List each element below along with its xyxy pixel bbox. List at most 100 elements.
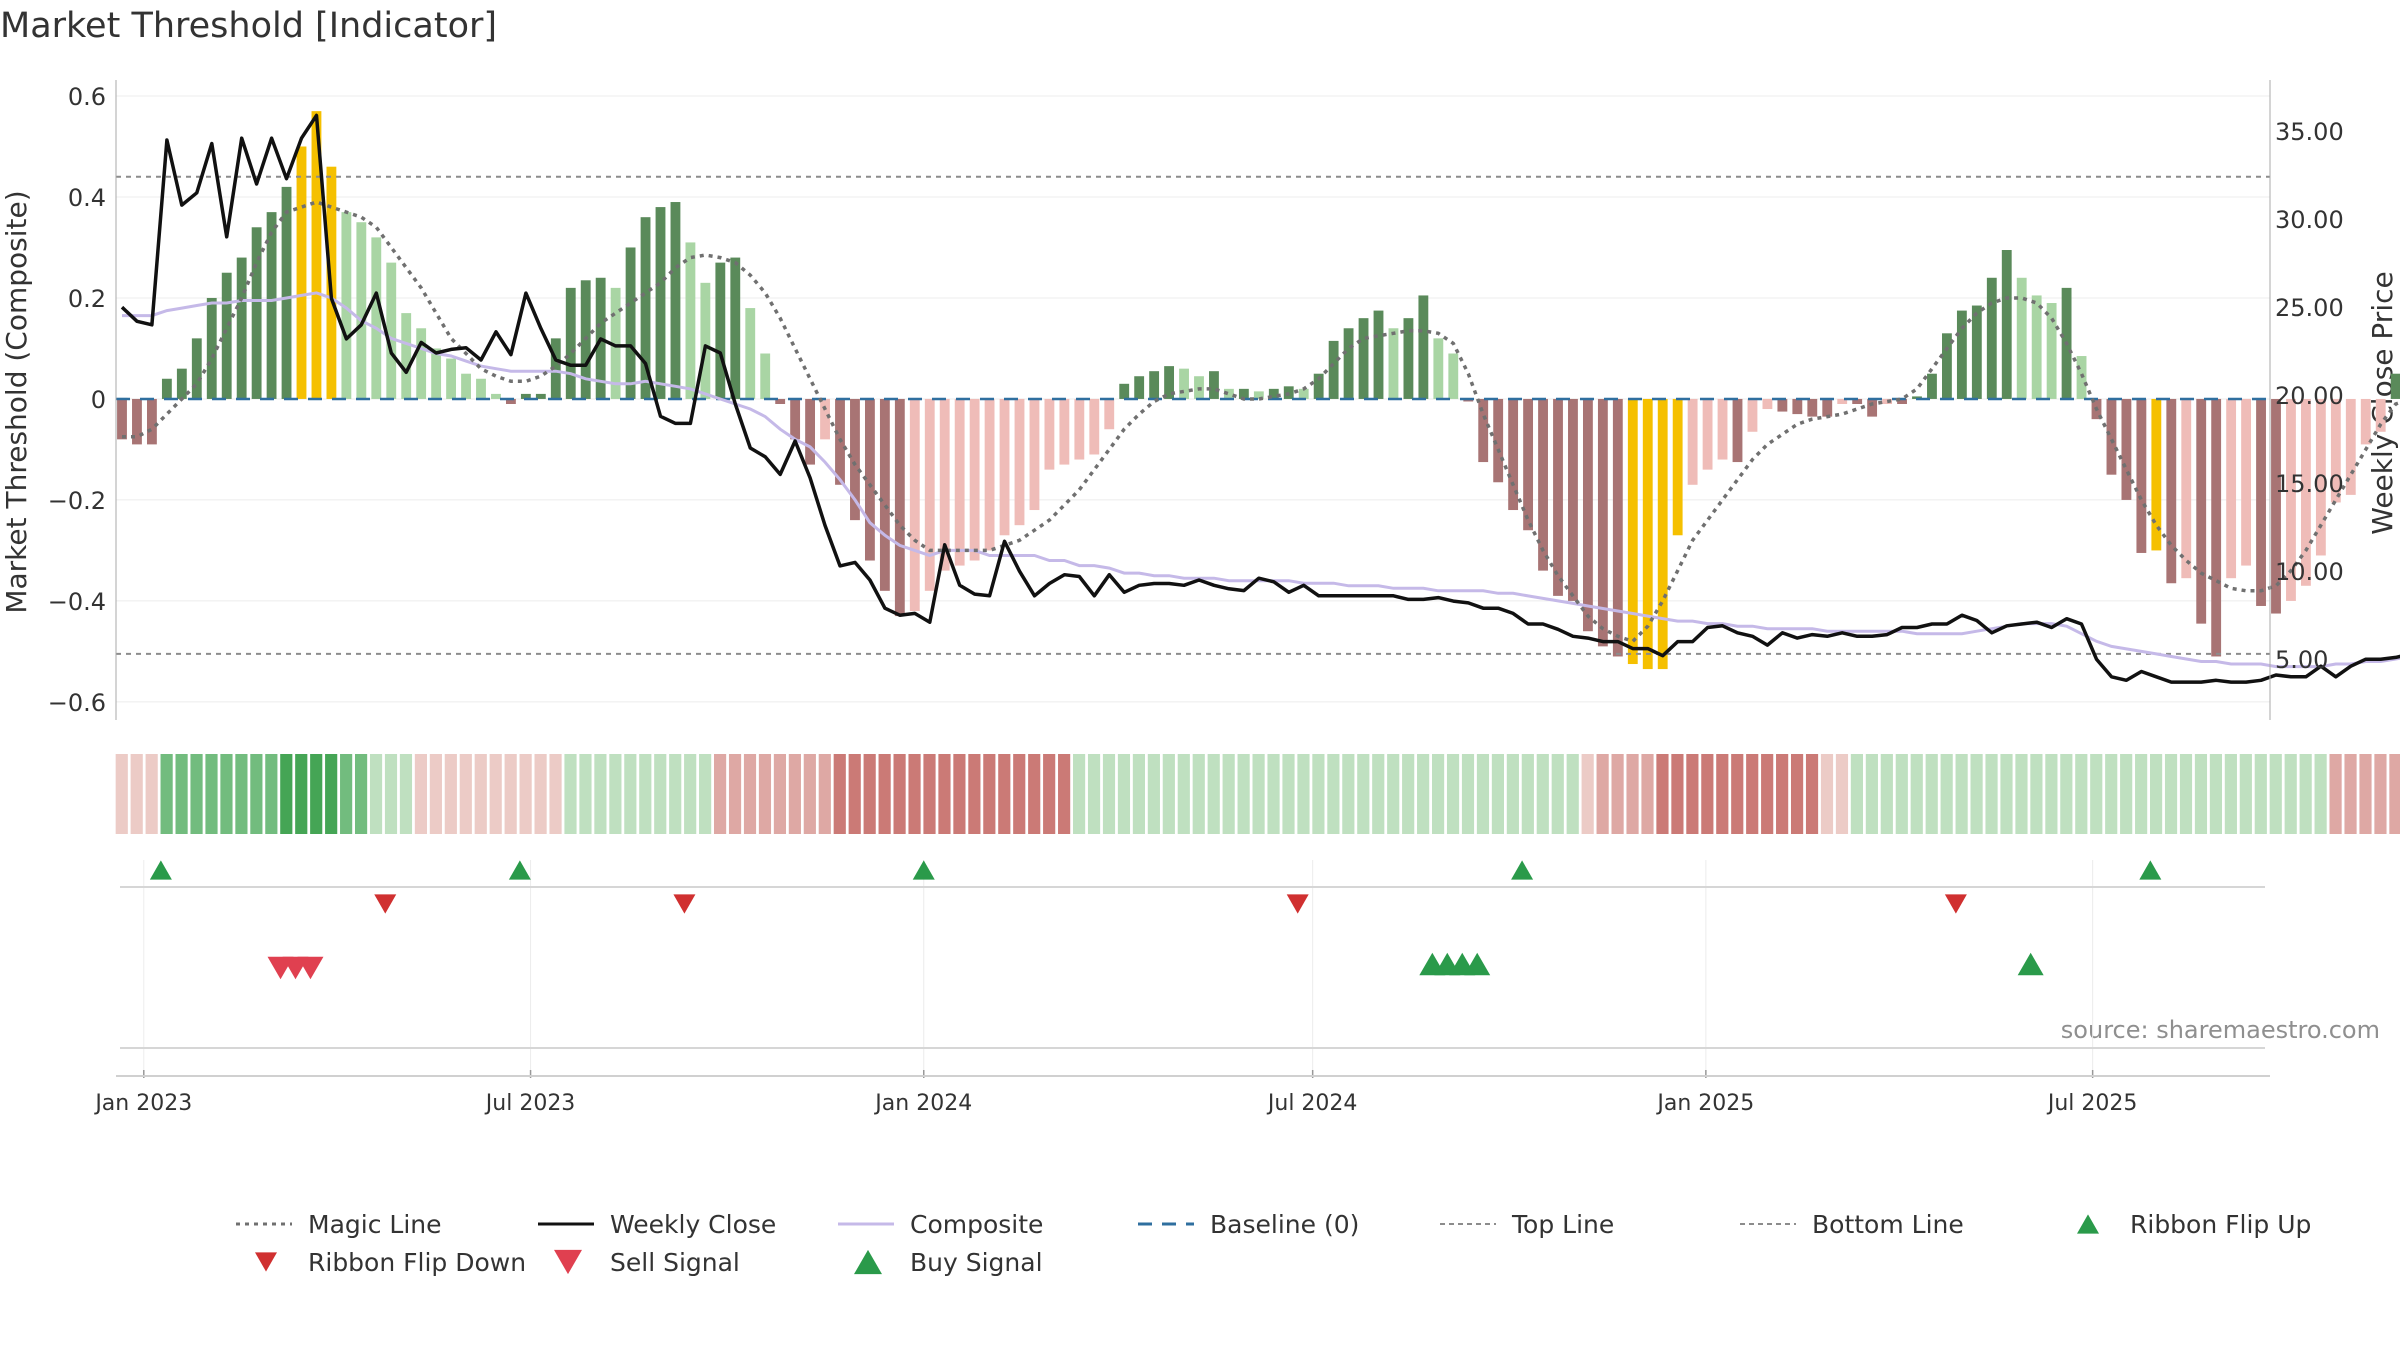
ribbon-cell: [938, 754, 951, 834]
composite-bar: [2031, 295, 2042, 399]
composite-bar: [2241, 398, 2252, 566]
ribbon-cell: [1417, 754, 1430, 834]
chart-title: Market Threshold [Indicator]: [0, 6, 497, 46]
markers-layer: [149, 860, 2162, 980]
composite-bar: [2106, 398, 2117, 475]
ribbon-cell: [504, 754, 517, 834]
composite-bar: [266, 212, 277, 399]
ribbon-cell: [848, 754, 861, 834]
ribbon-flip-up-marker: [2139, 860, 2162, 880]
ribbon-cell: [2149, 754, 2163, 834]
ribbon-cell: [908, 754, 921, 834]
ribbon-cell: [788, 754, 801, 834]
composite-bar: [1164, 366, 1175, 399]
legend-label: Magic Line: [308, 1210, 442, 1239]
ribbon-cell: [2000, 754, 2013, 834]
composite-bar: [1493, 398, 1504, 483]
legend: Magic Line Weekly Close Composite Baseline …: [236, 1210, 2311, 1277]
ribbon-cell: [145, 754, 158, 834]
composite-bar: [715, 262, 726, 399]
ribbon-cell: [265, 754, 278, 834]
ribbon-cell: [2284, 754, 2297, 834]
composite-bar: [236, 257, 247, 399]
composite-bar: [625, 247, 636, 399]
composite-bar: [1418, 295, 1429, 399]
ribbon-cell: [1102, 754, 1116, 834]
composite-bar: [760, 353, 771, 399]
buy-signal-marker: [1464, 952, 1491, 976]
ribbon-cell: [2314, 754, 2327, 834]
y-tick-label: 0.2: [68, 285, 106, 313]
ribbon-cell: [833, 754, 846, 834]
ribbon-cell: [115, 754, 128, 834]
ribbon-cell: [1357, 754, 1370, 834]
composite-bar: [1687, 398, 1698, 485]
composite-bar: [2136, 398, 2147, 553]
ribbon-cell: [2389, 754, 2400, 834]
ribbon-cell: [1402, 754, 1415, 834]
composite-bar: [1882, 398, 1893, 404]
ribbon-cell: [1761, 754, 1774, 834]
ribbon-cell: [654, 754, 667, 834]
composite-bar: [1867, 398, 1878, 417]
ribbon-cell: [1790, 754, 1804, 834]
ribbon-cell: [1013, 754, 1026, 834]
ribbon-cell: [1641, 754, 1654, 834]
ribbon-cell: [354, 754, 368, 834]
ribbon-cell: [1162, 754, 1175, 834]
ribbon-cell: [2060, 754, 2073, 834]
ribbon-cell: [773, 754, 787, 834]
ribbon-cell: [2030, 754, 2043, 834]
composite-bar: [1971, 305, 1982, 399]
ribbon-cell: [399, 754, 413, 834]
ribbon-cell: [1865, 754, 1878, 834]
composite-bar: [2360, 398, 2371, 445]
x-tick-label: Jan 2023: [93, 1091, 192, 1116]
composite-bar: [206, 297, 217, 399]
ribbon-cell: [1581, 754, 1594, 834]
ribbon-cell: [594, 754, 607, 834]
ribbon-cell: [2239, 754, 2252, 834]
ribbon-cell: [250, 754, 263, 834]
y2-tick-label: 15.00: [2275, 470, 2344, 498]
composite-bar: [1777, 398, 1788, 412]
composite-bar: [341, 212, 352, 399]
ribbon-cell: [1387, 754, 1400, 834]
composite-bar: [1792, 398, 1803, 415]
ribbon-cell: [1327, 754, 1340, 834]
ribbon-cell: [998, 754, 1011, 834]
ribbon-cell: [669, 754, 682, 834]
composite-bar: [2121, 398, 2132, 500]
composite-bar: [1568, 398, 1578, 601]
composite-bar: [700, 282, 711, 399]
composite-bar: [2315, 398, 2326, 556]
composite-bar: [446, 358, 457, 399]
composite-bar: [1433, 338, 1444, 399]
ribbon-cell: [1551, 754, 1564, 834]
composite-bar: [984, 398, 995, 551]
composite-bar: [1388, 328, 1399, 399]
ribbon-cell: [1372, 754, 1385, 834]
composite-bar: [1732, 398, 1743, 463]
composite-bar: [655, 207, 666, 399]
legend-label: Top Line: [1511, 1210, 1614, 1239]
composite-bar: [2286, 398, 2296, 601]
y2-tick-label: 20.00: [2275, 382, 2344, 410]
composite-bar: [1627, 398, 1638, 665]
y-tick-label: −0.2: [48, 487, 106, 515]
ribbon-layer: [115, 754, 2400, 834]
composite-bar: [1612, 398, 1623, 657]
ribbon-cell: [235, 754, 248, 834]
y2-tick-label: 30.00: [2275, 206, 2344, 234]
composite-bar: [610, 287, 621, 399]
composite-bar: [864, 398, 875, 561]
composite-bar: [1672, 398, 1683, 536]
composite-bar: [386, 262, 397, 399]
y-axis-label: Market Threshold (Composite): [0, 190, 33, 613]
ribbon-cell: [474, 754, 487, 834]
ribbon-cell: [1446, 754, 1460, 834]
y2-tick-label: 5.00: [2275, 646, 2328, 674]
legend-label: Ribbon Flip Up: [2130, 1210, 2311, 1239]
ribbon-cell: [1267, 754, 1280, 834]
ribbon-cell: [818, 754, 831, 834]
